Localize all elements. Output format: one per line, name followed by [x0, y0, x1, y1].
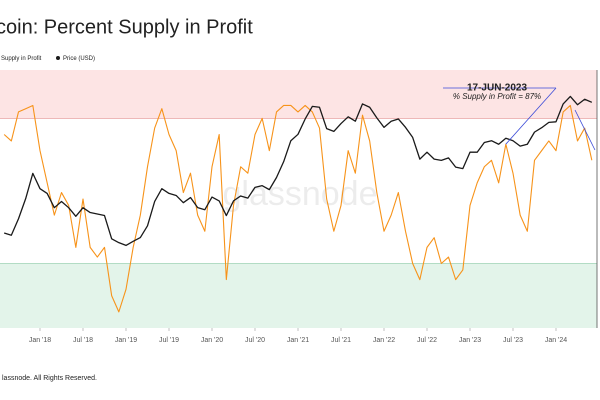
chart-title: coin: Percent Supply in Profit [0, 16, 253, 38]
x-tick-label: Jul '22 [417, 337, 437, 344]
footer: lassnode. All Rights Reserved. [2, 375, 97, 382]
x-tick-label: Jul '23 [503, 337, 523, 344]
annotation-tail [574, 109, 596, 151]
legend-label: Price (USD) [63, 56, 95, 62]
x-tick-label: Jan '22 [373, 337, 395, 344]
band [0, 70, 597, 119]
legend-marker [56, 56, 60, 60]
plot-area: glassnode [0, 70, 597, 328]
x-tick-label: Jan '21 [287, 337, 309, 344]
x-tick-label: Jul '18 [73, 337, 93, 344]
band [0, 263, 597, 328]
annotation-text: % Supply in Profit = 87% [453, 92, 541, 101]
x-tick-label: Jan '20 [201, 337, 223, 344]
x-tick-label: Jul '21 [331, 337, 351, 344]
watermark: glassnode [222, 175, 377, 213]
x-tick-label: Jan '18 [29, 337, 51, 344]
x-tick-label: Jan '24 [545, 337, 567, 344]
x-tick-label: Jan '19 [115, 337, 137, 344]
x-tick-label: Jan '23 [459, 337, 481, 344]
series-line [3, 95, 593, 247]
series-line [3, 104, 593, 313]
x-tick-label: Jul '19 [159, 337, 179, 344]
annotation-pointer [505, 87, 557, 145]
annotation-date: 17-JUN-2023 [467, 83, 527, 94]
x-tick-label: Jul '20 [245, 337, 265, 344]
legend-label: Supply in Profit [1, 56, 42, 62]
